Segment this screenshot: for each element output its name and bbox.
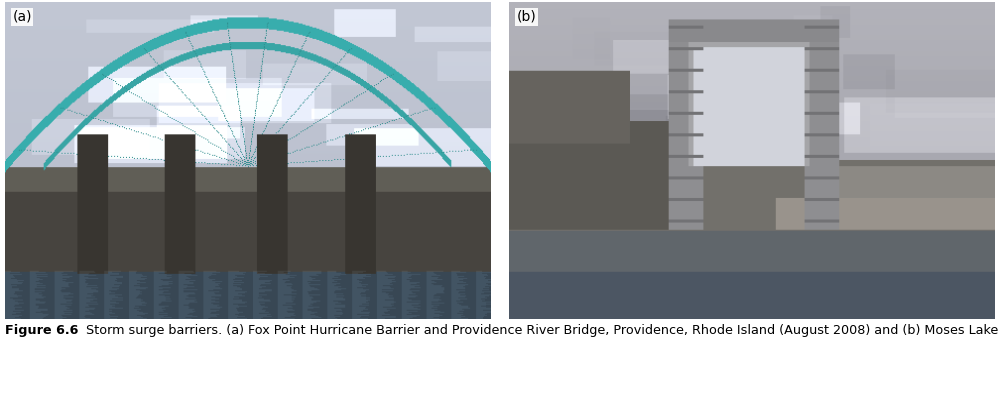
Text: (a): (a) bbox=[12, 10, 32, 24]
Text: (b): (b) bbox=[516, 10, 536, 24]
Text: Figure 6.6: Figure 6.6 bbox=[5, 324, 78, 337]
Text: Storm surge barriers. (a) Fox Point Hurricane Barrier and Providence River Bridg: Storm surge barriers. (a) Fox Point Hurr… bbox=[78, 324, 1000, 337]
